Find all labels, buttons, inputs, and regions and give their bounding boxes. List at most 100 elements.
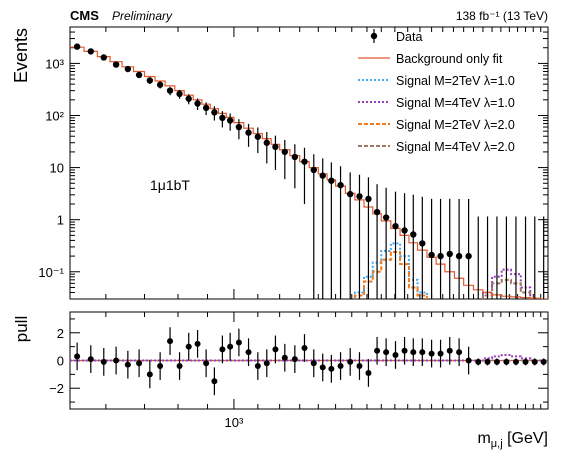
pull-point xyxy=(219,346,226,353)
data-point xyxy=(146,77,154,84)
pull-point xyxy=(493,358,500,365)
data-point xyxy=(437,252,444,260)
lumi-label: 138 fb⁻¹ (13 TeV) xyxy=(456,9,548,23)
data-point xyxy=(373,208,381,216)
pull-point xyxy=(167,338,174,345)
x-label-unit: [GeV] xyxy=(503,430,548,447)
data-point xyxy=(124,65,132,73)
legend-label-5: Signal M=4TeV λ=2.0 xyxy=(396,140,515,154)
pull-tick-label: 2 xyxy=(57,326,64,341)
pull-point xyxy=(194,340,201,347)
pull-point xyxy=(512,358,519,365)
data-point xyxy=(392,222,399,230)
data-point xyxy=(455,252,463,260)
data-point xyxy=(156,81,164,88)
pull-point xyxy=(484,358,491,365)
pull-axis-label: pull xyxy=(12,316,31,342)
y-tick-label: 1 xyxy=(57,213,64,228)
signal-m2-l1-hist xyxy=(353,242,428,299)
data-point xyxy=(382,214,390,221)
pull-point xyxy=(392,351,399,358)
legend-data-marker xyxy=(370,32,378,40)
y-tick-label: 10³ xyxy=(45,56,64,71)
data-point xyxy=(328,177,335,184)
data-point xyxy=(272,143,279,151)
x-tick-label: 10³ xyxy=(225,415,244,430)
pull-point xyxy=(540,358,547,365)
y-tick-label: 10 xyxy=(50,161,64,176)
signal-m4-l2-hist xyxy=(481,278,532,299)
pull-point xyxy=(113,357,120,364)
data-point xyxy=(185,95,192,102)
data-point xyxy=(446,250,453,258)
pull-point xyxy=(87,356,94,363)
pull-point xyxy=(531,358,538,365)
pull-point xyxy=(291,356,298,363)
pull-point xyxy=(74,353,81,360)
legend-label-2: Signal M=2TeV λ=1.0 xyxy=(396,74,515,88)
pull-point xyxy=(235,339,242,346)
pull-point xyxy=(347,358,354,365)
legend-label-0: Data xyxy=(396,30,422,44)
pull-point xyxy=(319,364,326,371)
pull-point xyxy=(401,347,408,354)
data-point xyxy=(219,114,226,122)
pull-point xyxy=(337,363,344,370)
data-point xyxy=(263,139,270,146)
legend-label-3: Signal M=4TeV λ=1.0 xyxy=(396,96,515,110)
pull-point xyxy=(475,358,482,365)
data-point xyxy=(410,231,417,238)
pull-point xyxy=(136,360,143,367)
main-plot: 10⁻¹ 1 10 10² 10³ xyxy=(38,26,549,300)
data-point xyxy=(365,195,372,203)
main-frame xyxy=(69,26,549,300)
pull-point xyxy=(157,363,164,370)
pull-point xyxy=(522,358,529,365)
status-label: Preliminary xyxy=(112,9,173,23)
data-point xyxy=(428,251,435,259)
pull-point xyxy=(176,363,183,370)
data-point xyxy=(291,153,299,161)
data-point xyxy=(73,43,81,50)
pull-point xyxy=(410,349,417,356)
data-point xyxy=(465,252,472,260)
x-axis-label: mμ,j [GeV] xyxy=(477,430,548,450)
x-label-main: m xyxy=(477,430,490,447)
data-point xyxy=(235,123,243,131)
data-point xyxy=(254,133,262,140)
data-point xyxy=(245,129,252,136)
pull-plot: 10³ −2 0 2 xyxy=(49,311,549,430)
data-point xyxy=(135,71,143,79)
pull-point xyxy=(272,346,279,353)
channel-annotation: 1μ1bT xyxy=(150,177,190,193)
data-point xyxy=(202,104,210,112)
pull-point xyxy=(356,363,363,370)
data-point xyxy=(226,117,234,124)
legend: Data Background only fit Signal M=2TeV λ=1… xyxy=(358,29,515,154)
pull-point xyxy=(203,360,210,367)
pull-point xyxy=(254,363,261,370)
data-point xyxy=(319,172,326,179)
x-label-subscript: μ,j xyxy=(491,438,503,450)
pull-point xyxy=(124,361,131,368)
legend-label-4: Signal M=2TeV λ=2.0 xyxy=(396,118,515,132)
data-point xyxy=(419,240,426,247)
legend-label-1: Background only fit xyxy=(396,52,503,66)
data-point xyxy=(87,48,95,55)
data-point xyxy=(401,227,408,234)
pull-point xyxy=(301,345,308,352)
pull-signal-m4 xyxy=(70,353,548,362)
data-point xyxy=(211,109,218,116)
pull-point xyxy=(437,350,444,357)
pull-point xyxy=(365,369,372,376)
experiment-label: CMS xyxy=(70,8,99,23)
y-axis-label: Events xyxy=(11,28,31,83)
y-tick-label: 10⁻¹ xyxy=(38,265,64,280)
pull-tick-label: −2 xyxy=(49,381,64,396)
signal-m4-l1-hist xyxy=(481,268,532,299)
data-point xyxy=(310,166,317,174)
pull-point xyxy=(503,358,510,365)
data-point xyxy=(337,181,344,189)
data-point xyxy=(176,90,183,98)
